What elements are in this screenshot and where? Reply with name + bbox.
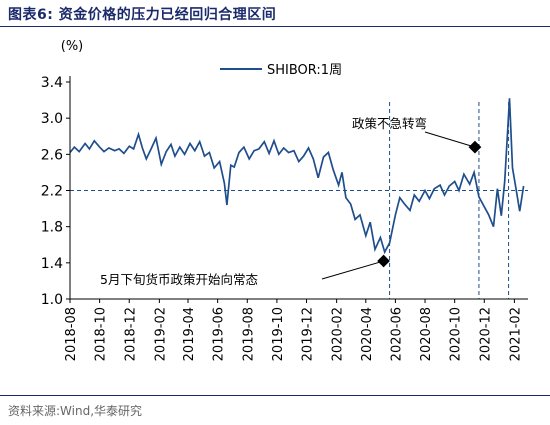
chart: 1.0 1.4 1.8 2.2 2.6 3.0 3.4 2018-08 2018-10 2018-… [41, 39, 528, 361]
annotation-leader-may [321, 260, 384, 280]
x-tick-label: 2020-06 [389, 307, 404, 361]
x-tick-label: 2019-02 [153, 307, 168, 361]
reference-lines [70, 102, 528, 299]
x-tick-label: 2020-08 [419, 307, 434, 361]
annotations: 政策不急转弯 5月下旬货币政策开始向常态 [100, 116, 482, 287]
legend-label: SHIBOR:1周 [267, 63, 342, 78]
annotation-marker-may [377, 254, 390, 268]
axes [69, 76, 528, 300]
series-line [69, 98, 525, 255]
y-tick-label: 1.4 [41, 256, 63, 272]
legend: SHIBOR:1周 [220, 63, 342, 78]
x-tick-label: 2021-02 [508, 307, 523, 361]
y-tick-label: 2.2 [41, 184, 63, 200]
x-tick-label: 2019-06 [212, 307, 227, 361]
y-axis-label: (%) [61, 39, 84, 54]
y-tick-label: 3.4 [41, 75, 63, 91]
annotation-text-may: 5月下旬货币政策开始向常态 [100, 272, 258, 287]
x-tick-label: 2020-12 [478, 307, 493, 361]
y-tick-label: 2.6 [41, 147, 63, 163]
source-note: 资料来源:Wind,华泰研究 [8, 404, 143, 418]
annotation-text-policy: 政策不急转弯 [352, 116, 427, 131]
title-rule [0, 26, 550, 27]
y-tick-label: 3.0 [41, 111, 63, 127]
x-tick-label: 2020-02 [331, 307, 346, 361]
source-rule [0, 395, 550, 396]
x-tick-label: 2019-12 [301, 307, 316, 361]
y-tick-label: 1.0 [41, 292, 63, 308]
x-tick-label: 2018-08 [64, 307, 79, 361]
x-tick-label: 2020-10 [449, 307, 464, 361]
x-tick-label: 2018-10 [94, 307, 109, 361]
x-tick-label: 2020-04 [360, 307, 375, 361]
x-tick-label: 2018-12 [123, 307, 138, 361]
y-tick-label: 1.8 [41, 220, 63, 236]
annotation-leader-policy [424, 131, 476, 148]
ticks: 1.0 1.4 1.8 2.2 2.6 3.0 3.4 2018-08 2018-10 2018-… [41, 75, 524, 361]
annotation-marker-policy [468, 140, 482, 154]
x-tick-label: 2019-10 [271, 307, 286, 361]
figure-title: 图表6: 资金价格的压力已经回归合理区间 [8, 7, 277, 23]
x-tick-label: 2019-08 [241, 307, 256, 361]
x-tick-label: 2019-04 [182, 307, 197, 361]
